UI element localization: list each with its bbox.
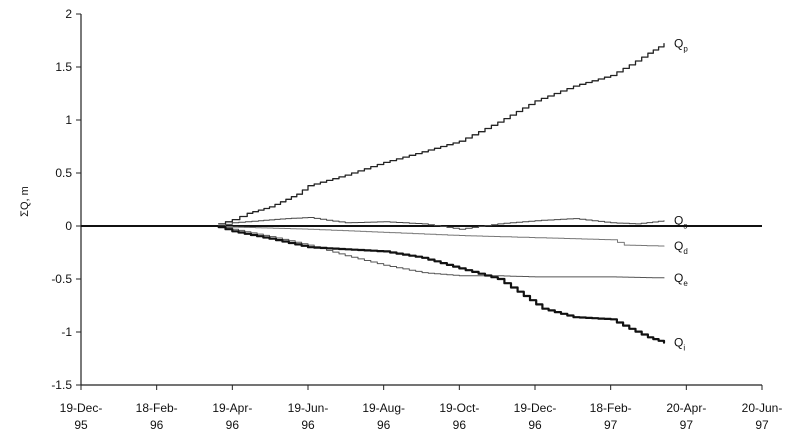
x-tick-label: 20-Jun- — [742, 401, 783, 415]
series-line-qp — [218, 43, 665, 225]
series-line-qe — [218, 225, 665, 279]
series-line-qs — [218, 217, 665, 230]
x-ticks: 19-Dec- 95 18-Feb- 96 19-Apr- 96 19-Jun- 96 19-A… — [60, 385, 783, 432]
series-label-qd: Qd — [674, 239, 688, 256]
y-tick-label: 0.5 — [55, 166, 72, 180]
x-tick-label: 20-Apr- — [666, 401, 706, 415]
x-tick-label: 18-Feb- — [136, 401, 178, 415]
x-tick-label-year: 97 — [680, 418, 694, 432]
y-tick-label: 1.5 — [55, 60, 72, 74]
y-axis-label: ΣQ, m — [19, 186, 31, 217]
x-tick-label-year: 95 — [74, 418, 88, 432]
y-tick-label: -1 — [61, 325, 72, 339]
y-tick-label: -0.5 — [51, 272, 72, 286]
series-label-qe: Qe — [674, 271, 688, 288]
series-label-qs: Qs — [674, 214, 687, 231]
x-tick-label-year: 96 — [453, 418, 467, 432]
axes — [80, 14, 762, 386]
x-tick-label: 19-Aug- — [362, 401, 405, 415]
x-tick-label-year: 96 — [226, 418, 240, 432]
series-label-qp: Qp — [674, 37, 688, 54]
x-tick-label-year: 96 — [377, 418, 391, 432]
x-tick-label-year: 96 — [528, 418, 542, 432]
y-tick-label: 2 — [65, 7, 72, 21]
series-line-qd — [218, 225, 665, 247]
y-tick-label: -1.5 — [51, 378, 72, 392]
x-tick-label: 19-Dec- — [60, 401, 103, 415]
x-tick-label: 19-Apr- — [212, 401, 252, 415]
x-tick-label-year: 96 — [301, 418, 315, 432]
x-tick-label-year: 97 — [755, 418, 769, 432]
series-labels: Qp Qs Qd Qe Qi — [674, 37, 688, 353]
y-ticks: 2 1.5 1 0.5 0 -0.5 -1 -1.5 — [51, 7, 81, 392]
x-tick-label: 19-Dec- — [514, 401, 557, 415]
x-tick-label-year: 96 — [150, 418, 164, 432]
x-tick-label: 19-Jun- — [288, 401, 329, 415]
y-tick-label: 0 — [65, 219, 72, 233]
series-label-qi: Qi — [674, 336, 685, 353]
series-line-qi — [217, 226, 666, 344]
x-tick-label-year: 97 — [604, 418, 618, 432]
y-tick-label: 1 — [65, 113, 72, 127]
series-group — [217, 43, 666, 344]
x-tick-label: 18-Feb- — [590, 401, 632, 415]
x-tick-label: 19-Oct- — [439, 401, 479, 415]
